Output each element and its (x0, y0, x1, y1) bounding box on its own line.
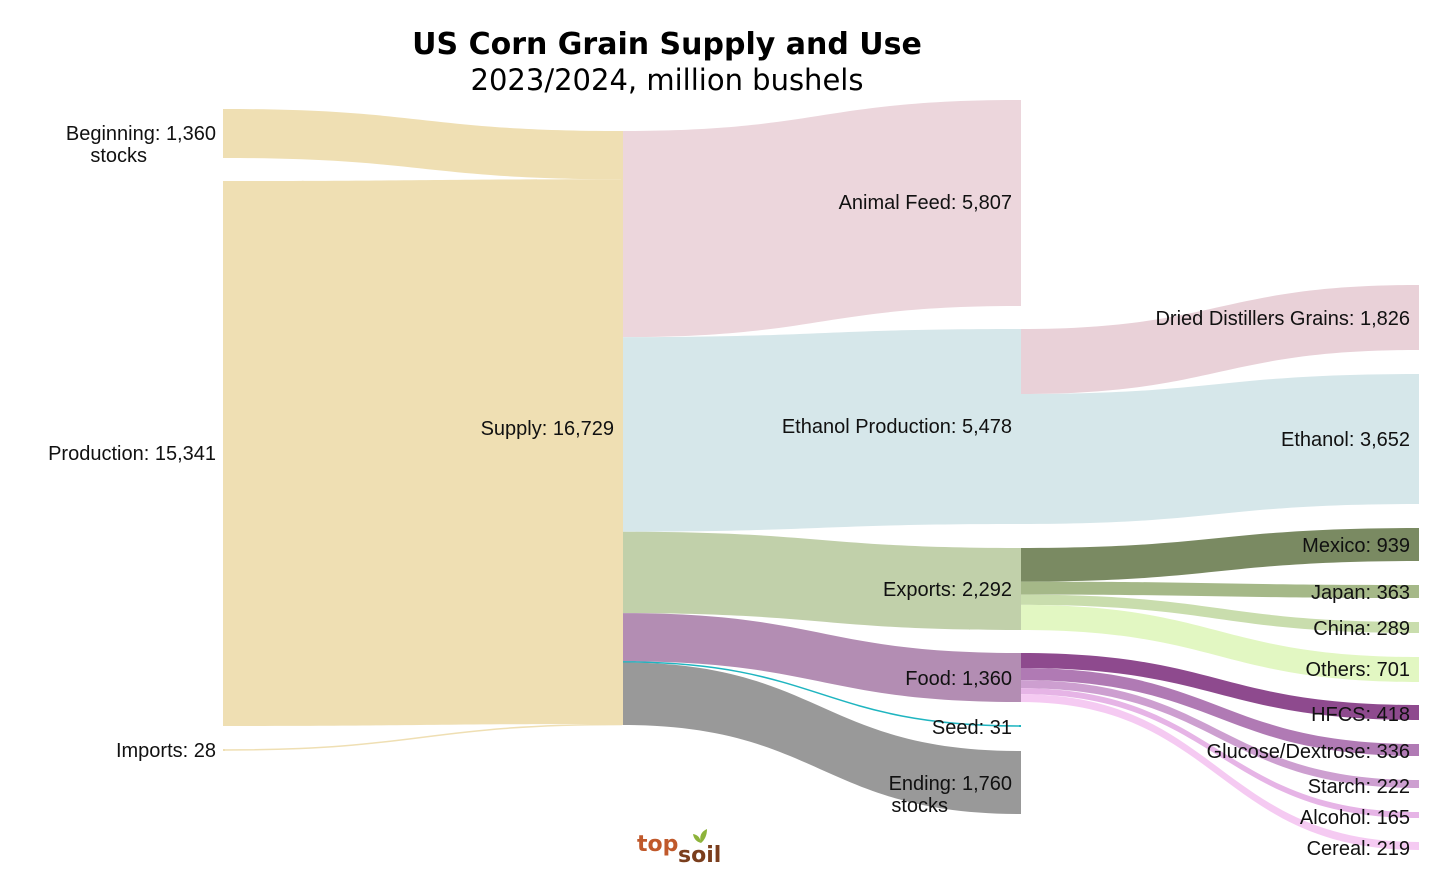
link-food-to-glucose (1020, 668, 1418, 756)
node-cereal (1417, 842, 1419, 850)
label-seed: Seed: 31 (932, 717, 1012, 739)
chart-subtitle: 2023/2024, million bushels (471, 63, 864, 97)
label-food: Food: 1,360 (905, 668, 1012, 690)
label-ending: Ending: 1,760 (889, 773, 1012, 795)
link-ethanol_production-to-ddg (1020, 285, 1418, 394)
topsoil-logo: top soil (637, 829, 721, 868)
label-production: Production: 15,341 (48, 443, 216, 465)
link-exports-to-mexico (1020, 528, 1418, 582)
label-starch: Starch: 222 (1308, 776, 1410, 798)
link-exports-to-china (1020, 594, 1418, 633)
link-imports-to-supply (223, 723, 623, 751)
label-supply: Supply: 16,729 (481, 418, 614, 440)
label-beginning: Beginning: 1,360 (66, 123, 216, 145)
node-ddg (1417, 285, 1419, 350)
node-china (1417, 622, 1419, 633)
logo-top-text: top (637, 832, 678, 857)
label-japan: Japan: 363 (1311, 582, 1410, 604)
node-ethanol (1417, 374, 1419, 504)
link-food-to-starch (1020, 680, 1418, 788)
node-beginning (223, 109, 225, 158)
link-supply-to-ethanol_production (622, 329, 1020, 532)
label-ddg: Dried Distillers Grains: 1,826 (1155, 308, 1410, 330)
link-production-to-supply (224, 179, 622, 726)
node-mexico (1417, 528, 1419, 561)
node-imports (223, 749, 225, 751)
link-beginning-to-supply (224, 109, 622, 180)
label-hfcs: HFCS: 418 (1311, 704, 1410, 726)
label-beginning-line2: stocks (90, 145, 147, 167)
label-others: Others: 701 (1305, 659, 1410, 681)
label-exports: Exports: 2,292 (883, 579, 1012, 601)
label-mexico: Mexico: 939 (1302, 535, 1410, 557)
link-food-to-hfcs (1020, 653, 1418, 720)
logo-soil-text: soil (678, 843, 721, 868)
label-cereal: Cereal: 219 (1307, 838, 1410, 860)
node-glucose (1417, 744, 1419, 756)
label-imports: Imports: 28 (116, 740, 216, 762)
label-ending-line2: stocks (891, 795, 948, 817)
link-food-to-alcohol (1020, 688, 1418, 818)
chart-title: US Corn Grain Supply and Use (412, 27, 922, 62)
node-alcohol (1417, 812, 1419, 818)
link-supply-to-seed (621, 661, 1021, 727)
label-ethanol_production: Ethanol Production: 5,478 (782, 416, 1012, 438)
node-hfcs (1417, 705, 1419, 720)
node-japan (1417, 585, 1419, 598)
node-production (223, 181, 225, 726)
sankey-nodes (223, 100, 1419, 850)
link-ethanol_production-to-ethanol (1020, 374, 1418, 524)
link-exports-to-others (1020, 604, 1418, 682)
node-supply (621, 131, 623, 725)
link-supply-to-ending (622, 662, 1020, 814)
node-ending (1019, 751, 1021, 814)
link-food-to-cereal (1020, 694, 1418, 850)
link-supply-to-exports (622, 531, 1020, 630)
node-others (1417, 657, 1419, 682)
label-alcohol: Alcohol: 165 (1300, 807, 1410, 829)
link-exports-to-japan (1020, 581, 1418, 598)
label-ethanol: Ethanol: 3,652 (1281, 429, 1410, 451)
label-animal_feed: Animal Feed: 5,807 (839, 192, 1012, 214)
link-supply-to-food (622, 613, 1020, 702)
sankey-links (223, 100, 1418, 850)
node-food (1019, 653, 1021, 702)
link-supply-to-animal_feed (622, 100, 1020, 338)
label-china: China: 289 (1313, 618, 1410, 640)
sprout-icon (693, 829, 707, 843)
node-ethanol_production (1019, 329, 1021, 524)
label-glucose: Glucose/Dextrose: 336 (1207, 741, 1410, 763)
node-seed (1019, 725, 1021, 727)
node-starch (1417, 780, 1419, 788)
node-animal_feed (1019, 100, 1021, 306)
node-exports (1019, 548, 1021, 630)
